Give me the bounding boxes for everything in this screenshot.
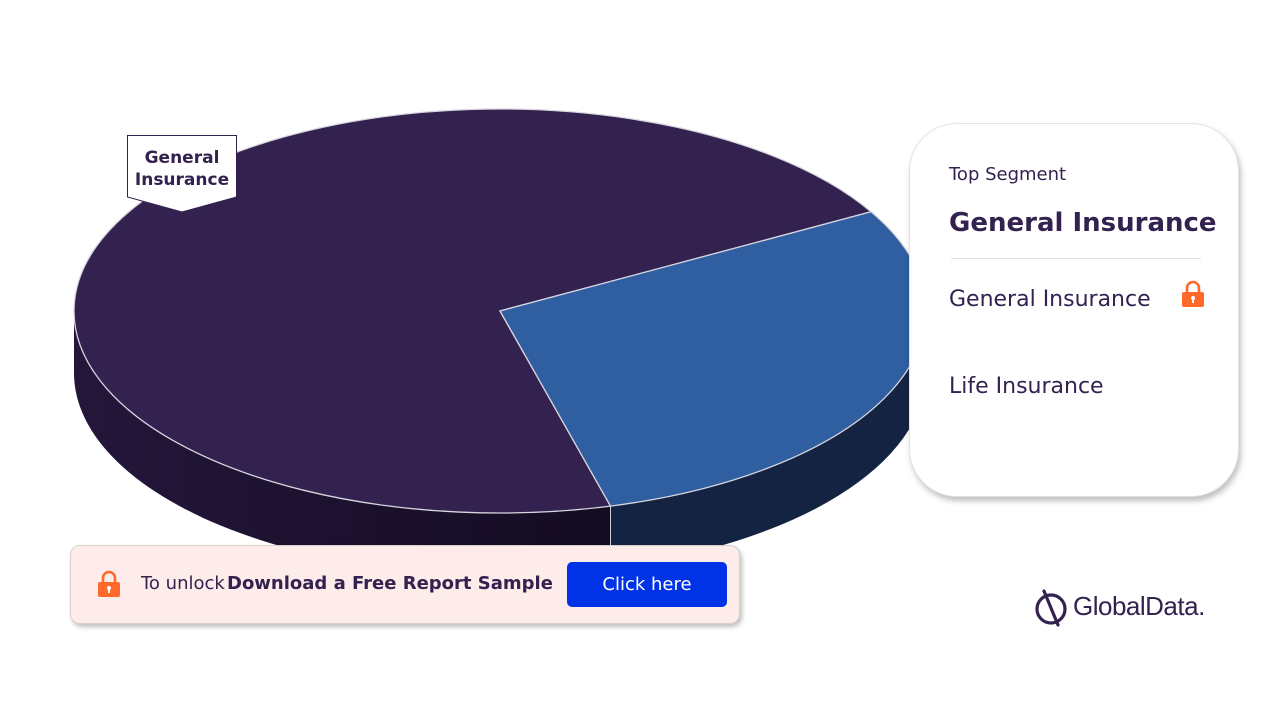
callout-text: General Insurance <box>134 148 230 190</box>
callout-tag-shape <box>127 135 237 213</box>
globaldata-logo[interactable]: GlobalData. <box>1034 589 1205 627</box>
card-subtitle: Top Segment <box>949 164 1067 185</box>
segment-item-life-insurance[interactable]: Life Insurance <box>949 374 1104 399</box>
lock-icon <box>97 570 121 602</box>
globaldata-logo-icon <box>1035 589 1067 627</box>
pie-side-life-insurance <box>610 311 926 569</box>
unlock-banner: To unlock Download a Free Report Sample … <box>70 545 740 624</box>
pie-callout-label: General Insurance <box>127 135 237 213</box>
banner-prefix-text: To unlock <box>141 573 225 594</box>
click-here-button[interactable]: Click here <box>567 562 727 607</box>
banner-main-text: Download a Free Report Sample <box>227 573 553 594</box>
top-segment-name: General Insurance <box>949 208 1217 238</box>
card-divider <box>951 258 1201 259</box>
pie-slice-general-insurance[interactable] <box>73 108 873 514</box>
pie-side-general-insurance <box>74 311 611 575</box>
lock-icon[interactable] <box>1181 280 1205 312</box>
logo-text: GlobalData. <box>1073 591 1205 621</box>
top-segment-card: Top Segment General Insurance General In… <box>909 123 1239 497</box>
segment-item-general-insurance[interactable]: General Insurance <box>949 287 1151 312</box>
